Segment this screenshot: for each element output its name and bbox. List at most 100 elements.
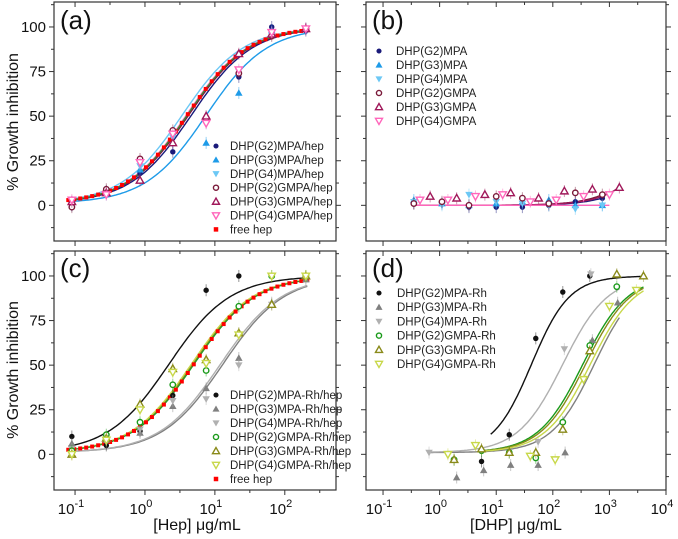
legend-label: DHP(G4)MPA: [396, 74, 468, 86]
data-point: [465, 201, 473, 209]
data-point: [203, 345, 208, 350]
y-tick-label: 75: [29, 313, 46, 330]
data-point: [135, 406, 145, 415]
data-point: [478, 458, 485, 465]
y-tick-label: 100: [21, 19, 46, 36]
data-point: [169, 381, 177, 389]
x-tick-label: 102: [537, 498, 560, 518]
fit-curve: [68, 32, 308, 203]
legend-label: DHP(G2)GMPA/hep: [230, 183, 333, 195]
data-point: [613, 298, 622, 306]
data-point: [578, 192, 589, 202]
data-point: [235, 354, 243, 361]
data-point: [613, 283, 621, 291]
legend-marker: [211, 196, 221, 205]
data-point: [108, 440, 113, 445]
legend-marker: [375, 76, 383, 83]
y-tick-label: 0: [38, 446, 46, 463]
data-point: [66, 198, 71, 203]
data-point: [90, 444, 95, 449]
legend-label: DHP(G3)MPA-Rh/hep: [230, 404, 342, 416]
data-point: [476, 443, 487, 453]
panel-c: 0 25 50 75 100 10-1 100 101 102 DHP(G2)MPA-Rh/hep…: [21, 250, 351, 518]
panel-label-a: (a): [60, 5, 92, 35]
data-point: [410, 200, 418, 207]
data-point: [209, 337, 214, 342]
data-point: [239, 50, 244, 55]
panel-label-c: (c): [60, 253, 90, 283]
data-point: [120, 435, 125, 440]
legend-label: DHP(G2)GMPA-Rh/hep: [230, 432, 351, 444]
data-point: [96, 192, 101, 197]
data-point: [84, 195, 89, 200]
data-point: [518, 200, 527, 208]
data-point: [533, 335, 539, 342]
data-point: [534, 439, 542, 446]
data-point: [114, 437, 119, 442]
data-point: [550, 456, 561, 465]
data-point: [179, 120, 184, 125]
data-point: [525, 198, 536, 207]
data-point: [557, 424, 568, 433]
legend-label: DHP(G2)GMPA-Rh: [397, 331, 496, 343]
data-point: [293, 279, 298, 284]
fit-curve: [68, 277, 308, 447]
data-point: [236, 273, 242, 279]
data-point: [452, 473, 461, 481]
legend-marker: [374, 102, 384, 111]
fit-curve: [481, 290, 644, 452]
legend-label: DHP(G3)GMPA-Rh: [397, 345, 496, 357]
data-point: [269, 286, 274, 291]
data-point: [505, 187, 516, 197]
data-point: [506, 461, 515, 468]
data-point: [149, 159, 154, 164]
data-point: [251, 42, 256, 47]
data-point: [534, 461, 542, 468]
data-point: [78, 446, 83, 451]
y-tick-label: 0: [38, 197, 46, 214]
data-point: [215, 72, 220, 77]
x-tick-label: 101: [199, 498, 222, 518]
data-point: [68, 439, 76, 447]
x-tick-label: 10-1: [58, 498, 84, 518]
data-point: [266, 28, 277, 38]
x-tick-label: 100: [424, 498, 447, 518]
panel-label-d: (d): [372, 253, 404, 283]
data-point: [90, 194, 95, 199]
legend-label: DHP(G3)GMPA/hep: [230, 197, 333, 209]
plot-frame: [365, 1, 667, 242]
data-point: [169, 398, 177, 405]
y-tick-label: 25: [29, 402, 46, 419]
data-point: [263, 289, 268, 294]
data-point: [202, 396, 210, 403]
x-axis-label-d: [DHP] μg/mL: [470, 517, 562, 534]
data-point: [203, 287, 209, 293]
data-point: [96, 443, 101, 448]
data-point: [525, 452, 536, 462]
data-point: [191, 103, 196, 108]
legend-label: DHP(G2)MPA/hep: [230, 141, 324, 153]
data-point: [66, 447, 71, 452]
data-point: [120, 182, 125, 187]
data-point: [170, 149, 176, 155]
data-point: [221, 65, 226, 70]
data-point: [287, 30, 292, 35]
legend-marker: [213, 143, 219, 149]
legend-marker: [213, 392, 219, 398]
legend-marker: [211, 212, 221, 221]
plot-frame: [365, 250, 667, 491]
x-tick-label: 104: [651, 498, 674, 518]
data-point: [114, 185, 119, 190]
legend-label: DHP(G3)GMPA-Rh/hep: [230, 446, 351, 458]
data-point: [191, 362, 196, 367]
x-tick-label: 101: [481, 498, 504, 518]
legend-label: DHP(G4)GMPA/hep: [230, 211, 333, 223]
data-point: [161, 402, 166, 407]
fit-curve: [481, 287, 644, 452]
data-point: [201, 119, 212, 129]
data-point: [257, 39, 262, 44]
data-point: [449, 454, 460, 464]
panel-label-b: (b): [372, 5, 404, 35]
data-point: [155, 152, 160, 157]
data-point: [135, 159, 145, 168]
